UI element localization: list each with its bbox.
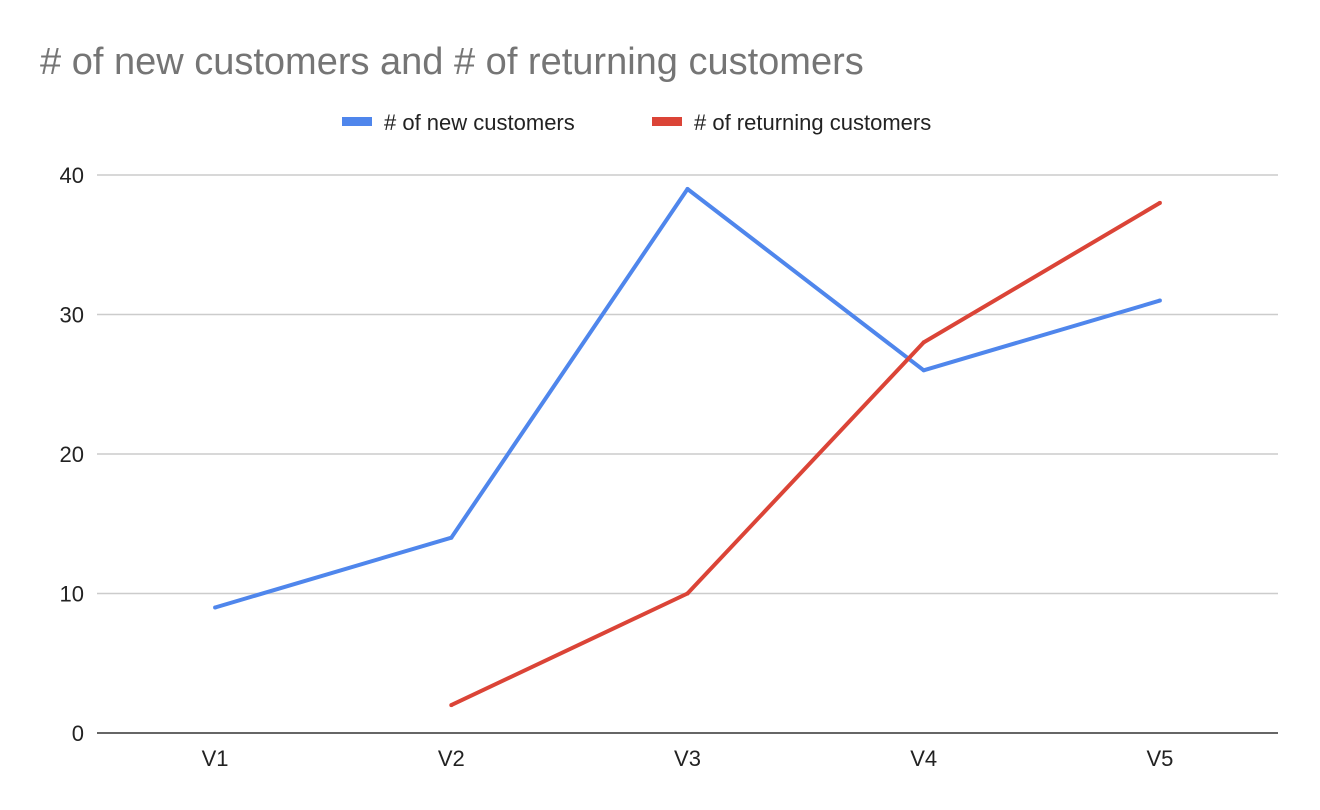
data-point — [685, 591, 690, 596]
legend-swatch — [342, 117, 372, 126]
y-axis-ticks: 0 10 20 30 40 — [60, 163, 84, 746]
data-point — [213, 605, 218, 610]
x-axis-ticks: V1 V2 V3 V4 V5 — [202, 746, 1174, 771]
data-point — [1157, 200, 1162, 205]
data-point — [449, 535, 454, 540]
series-lines — [213, 186, 1162, 708]
data-point — [685, 186, 690, 191]
series-line-1 — [214, 187, 1161, 610]
series-line-2 — [450, 201, 1161, 707]
y-tick-label: 40 — [60, 163, 84, 188]
legend-item: # of returning customers — [652, 110, 931, 135]
legend-label: # of new customers — [384, 110, 575, 135]
x-tick-label: V5 — [1146, 746, 1173, 771]
x-tick-label: V3 — [674, 746, 701, 771]
y-tick-label: 20 — [60, 442, 84, 467]
chart-title: # of new customers and # of returning cu… — [40, 41, 864, 83]
legend-item: # of new customers — [342, 110, 575, 135]
data-point — [1157, 298, 1162, 303]
x-tick-label: V4 — [910, 746, 937, 771]
gridlines — [97, 174, 1278, 734]
y-tick-label: 0 — [72, 721, 84, 746]
data-point — [921, 340, 926, 345]
x-tick-label: V2 — [438, 746, 465, 771]
data-point — [449, 703, 454, 708]
data-point — [921, 368, 926, 373]
legend-label: # of returning customers — [694, 110, 931, 135]
legend: # of new customers # of returning custome… — [342, 110, 931, 135]
legend-swatch — [652, 117, 682, 126]
y-tick-label: 30 — [60, 303, 84, 328]
x-tick-label: V1 — [202, 746, 229, 771]
y-tick-label: 10 — [60, 582, 84, 607]
